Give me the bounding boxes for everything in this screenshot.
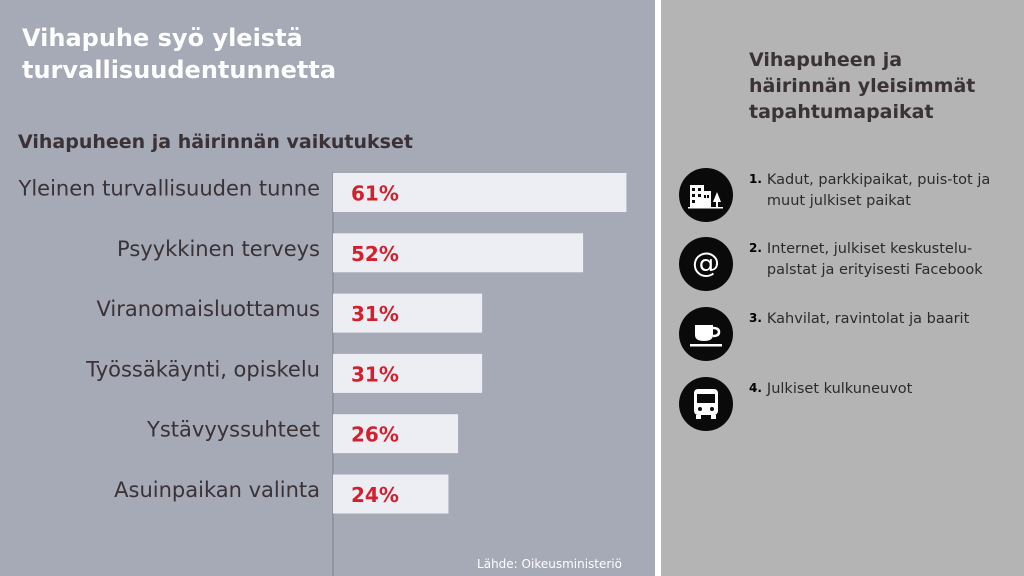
place-number: 1.: [749, 172, 762, 186]
bar-6: [333, 474, 449, 514]
place-label: Kahvilat, ravintolat ja baarit: [766, 311, 970, 327]
bar-chart: 61% Yleinen turvallisuuden tunne 52% Psyykk…: [18, 172, 627, 576]
category-label-4: Työssäkäynti, opiskelu: [85, 357, 320, 381]
place-label: Internet, julkiset keskustelu-palstat ja…: [766, 241, 983, 278]
bar-5: [333, 414, 459, 454]
category-label-5: Ystävyyssuhteet: [146, 418, 320, 442]
place-text-3: 3. Kahvilat, ravintolat ja baarit: [749, 309, 1017, 330]
places-title: Vihapuheen ja häirinnän yleisimmät tapah…: [749, 49, 976, 123]
bar-4: [333, 353, 483, 393]
value-label-3: 31%: [351, 302, 399, 326]
chart-subtitle: Vihapuheen ja häirinnän vaikutukset: [18, 131, 413, 153]
place-number: 4.: [749, 381, 762, 395]
value-label-6: 24%: [351, 483, 399, 507]
city-buildings-icon: [679, 168, 733, 222]
place-text-1: 1. Kadut, parkkipaikat, puis-tot ja muut…: [749, 170, 1017, 212]
coffee-cup-icon: [679, 307, 733, 361]
category-label-3: Viranomaisluottamus: [96, 297, 320, 321]
place-number: 2.: [749, 241, 762, 255]
value-label-5: 26%: [351, 423, 399, 447]
place-item-1: 1. Kadut, parkkipaikat, puis-tot ja muut…: [679, 168, 1017, 222]
value-label-2: 52%: [351, 242, 399, 266]
bar-3: [333, 293, 483, 333]
category-label-6: Asuinpaikan valinta: [114, 478, 320, 502]
category-label-2: Psyykkinen terveys: [117, 237, 320, 261]
left-panel: Vihapuhe syö yleistä turvallisuudentunne…: [0, 0, 655, 576]
place-text-4: 4. Julkiset kulkuneuvot: [749, 379, 1017, 400]
category-label-1: Yleinen turvallisuuden tunne: [18, 177, 321, 201]
place-item-4: 4. Julkiset kulkuneuvot: [679, 377, 1017, 431]
main-title: Vihapuhe syö yleistä turvallisuudentunne…: [22, 24, 337, 84]
place-text-2: 2. Internet, julkiset keskustelu-palstat…: [749, 239, 1017, 281]
bar-1: [333, 173, 627, 212]
place-label: Kadut, parkkipaikat, puis-tot ja muut ju…: [766, 172, 991, 209]
bar-2: [333, 233, 584, 273]
bus-icon: [679, 377, 733, 431]
place-label: Julkiset kulkuneuvot: [766, 381, 913, 397]
value-label-1: 61%: [351, 182, 399, 206]
place-number: 3.: [749, 311, 762, 325]
place-item-2: @ 2. Internet, julkiset keskustelu-palst…: [679, 237, 1017, 291]
at-sign-icon: @: [679, 237, 733, 291]
value-label-4: 31%: [351, 362, 399, 386]
right-panel: Vihapuheen ja häirinnän yleisimmät tapah…: [661, 0, 1024, 576]
source-note: Lähde: Oikeusministeriö: [477, 557, 622, 571]
place-item-3: 3. Kahvilat, ravintolat ja baarit: [679, 307, 1017, 361]
svg-text:@: @: [692, 247, 720, 279]
